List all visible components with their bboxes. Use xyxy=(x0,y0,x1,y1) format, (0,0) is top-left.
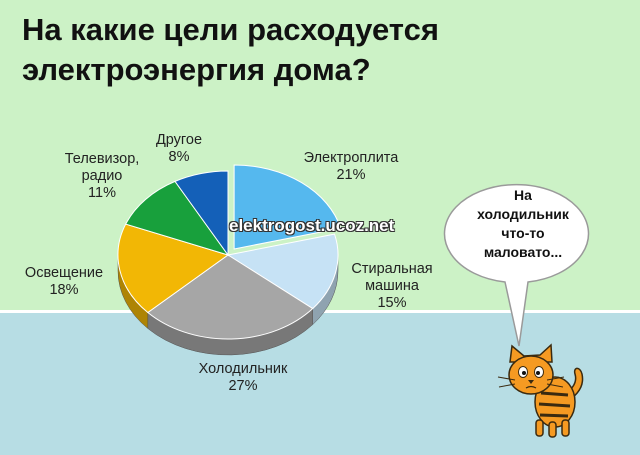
label-osveshchenie-name: Освещение xyxy=(24,265,104,281)
label-drugoe-name: Другое xyxy=(155,132,203,148)
label-electroplita: Электроплита 21% xyxy=(296,150,406,184)
label-televizor-line-2: радио xyxy=(81,168,123,184)
pie-slices xyxy=(117,164,342,356)
label-drugoe: Другое 8% xyxy=(142,132,216,166)
label-televizor-line-1: Телевизор, xyxy=(64,151,140,167)
bubble-line-4: маловато... xyxy=(483,244,563,260)
pie-slice-osveshchenie xyxy=(117,223,230,314)
label-electroplita-name: Электроплита xyxy=(303,150,399,166)
speech-bubble xyxy=(443,183,590,347)
label-holodilnik-name: Холодильник xyxy=(198,361,288,377)
label-holodilnik: Холодильник 27% xyxy=(184,361,302,395)
pie-slice-electroplita xyxy=(233,164,342,250)
pie-slice-televizor xyxy=(125,180,230,256)
bubble-line-2: холодильник xyxy=(477,206,569,222)
label-osveshchenie: Освещение 18% xyxy=(16,265,112,299)
label-televizor-value: 11% xyxy=(88,185,116,201)
label-electroplita-value: 21% xyxy=(336,167,366,183)
bubble-line-3: что-то xyxy=(501,225,545,241)
label-stiralnaya-line-1: Стиральная xyxy=(351,261,433,277)
label-televizor: Телевизор, радио 11% xyxy=(52,151,152,202)
speech-bubble-text: На холодильник что-то маловато... xyxy=(460,186,586,262)
label-stiralnaya: Стиральная машина 15% xyxy=(342,261,442,312)
pie-slice-drugoe xyxy=(174,170,229,257)
label-drugoe-value: 8% xyxy=(168,149,190,165)
label-holodilnik-value: 27% xyxy=(228,378,258,394)
watermark-text: elektrogost.ucoz.net xyxy=(229,216,395,235)
cat-illustration xyxy=(497,343,584,438)
title-line-1: На какие цели расходуется xyxy=(22,12,439,47)
page-title: На какие цели расходуется электроэнергия… xyxy=(22,10,439,90)
label-osveshchenie-value: 18% xyxy=(49,282,79,298)
pie-slice-holodilnik xyxy=(146,254,314,340)
pie-slice-stiralnaya xyxy=(226,233,339,310)
label-stiralnaya-value: 15% xyxy=(377,295,407,311)
bubble-line-1: На xyxy=(514,187,532,203)
title-line-2: электроэнергия дома? xyxy=(22,52,371,87)
label-stiralnaya-line-2: машина xyxy=(365,278,419,294)
